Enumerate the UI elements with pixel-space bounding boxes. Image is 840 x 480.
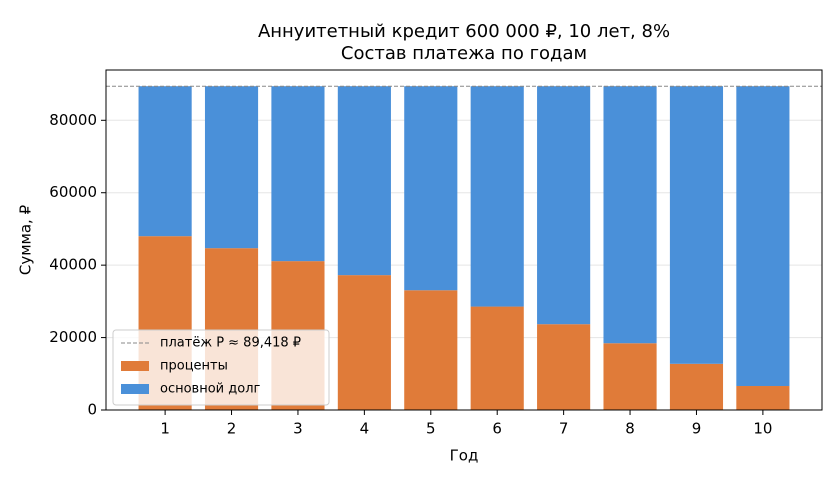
y-tick-label: 60000 (49, 183, 97, 201)
bar (404, 86, 458, 291)
bar (271, 86, 325, 262)
bar (537, 324, 591, 410)
y-tick-label: 0 (87, 401, 97, 419)
bar (669, 86, 724, 364)
plot-frame (105, 69, 823, 411)
x-tick-label: 3 (293, 420, 303, 438)
bar (337, 275, 391, 410)
legend-label: проценты (160, 359, 228, 374)
bar (337, 86, 391, 276)
bar (603, 86, 657, 344)
x-tick-label: 6 (492, 420, 502, 438)
x-tick-label: 10 (753, 420, 772, 438)
bar (204, 86, 259, 249)
bar (537, 86, 591, 325)
x-tick-label: 7 (559, 420, 569, 438)
bar (138, 86, 192, 237)
bar (736, 86, 790, 387)
x-axis-label: Год (450, 447, 479, 465)
bar (669, 363, 724, 410)
legend-swatch (121, 361, 149, 371)
x-tick-label: 5 (426, 420, 436, 438)
y-tick-label: 40000 (49, 256, 97, 274)
x-tick-label: 9 (692, 420, 702, 438)
bar (470, 86, 524, 307)
y-tick-label: 20000 (49, 328, 97, 346)
bar (603, 343, 657, 410)
y-tick-label: 80000 (49, 111, 97, 129)
legend-swatch (121, 384, 149, 394)
chart-title: Аннуитетный кредит 600 000 ₽, 10 лет, 8% (258, 21, 670, 42)
bar (470, 306, 524, 410)
legend-label: основной долг (160, 382, 261, 397)
x-tick-label: 2 (227, 420, 237, 438)
x-tick-label: 8 (625, 420, 635, 438)
legend-box (112, 329, 330, 406)
chart-subtitle: Состав платежа по годам (341, 43, 587, 64)
x-tick-label: 1 (160, 420, 170, 438)
y-axis-label: Сумма, ₽ (17, 204, 35, 275)
bar (736, 386, 790, 410)
x-tick-label: 4 (360, 420, 370, 438)
legend-label: платёж P ≈ 89,418 ₽ (160, 336, 301, 351)
bar (404, 290, 458, 410)
